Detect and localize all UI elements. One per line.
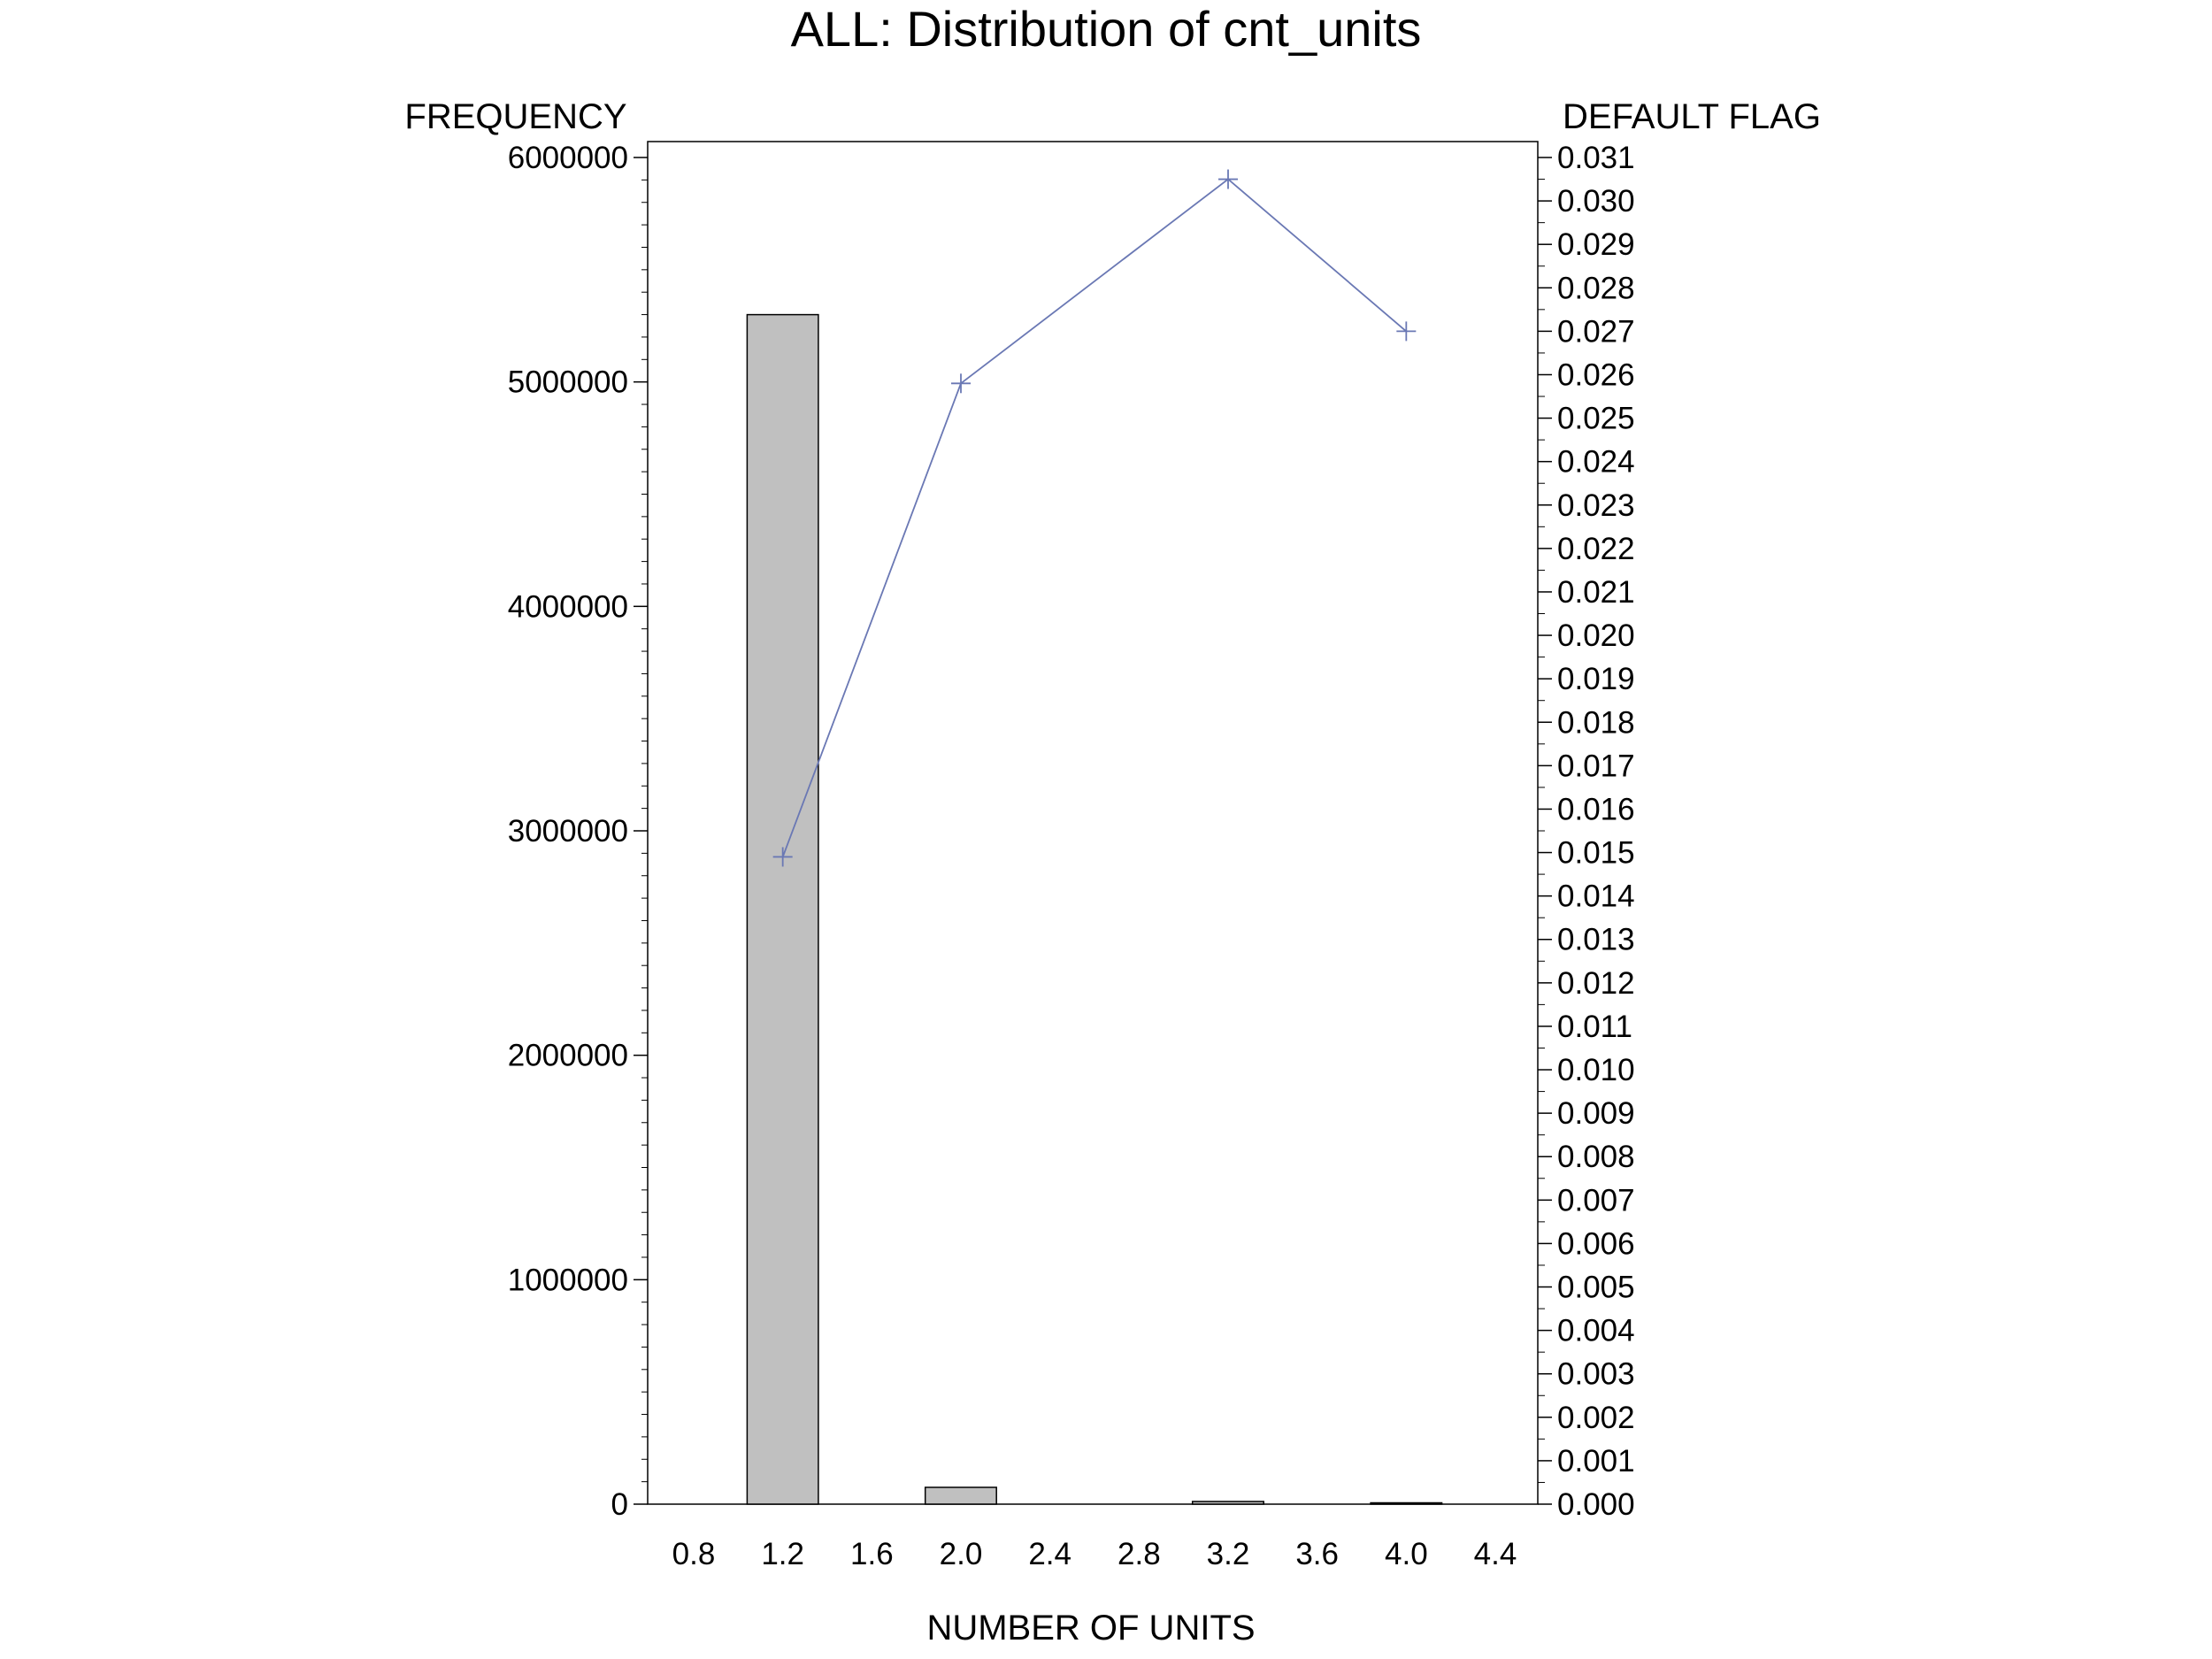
y-right-tick-label: 0.014	[1557, 879, 1635, 914]
plot-area: 0 1000000 2000000 3000000 4000000 5000000 6000…	[508, 141, 1635, 1571]
y-right-tick-label: 0.002	[1557, 1401, 1635, 1435]
bar	[924, 1486, 997, 1505]
x-tick-label: 0.8	[672, 1537, 716, 1571]
y-right-tick-label: 0.010	[1557, 1053, 1635, 1087]
y-left-tick-label: 5000000	[508, 365, 628, 400]
line-point-marker	[1218, 169, 1238, 189]
y-right-tick-label: 0.021	[1557, 575, 1635, 610]
line-point-marker	[772, 847, 793, 867]
x-axis-label: NUMBER OF UNITS	[926, 1609, 1255, 1647]
y-right-tick-label: 0.006	[1557, 1226, 1635, 1261]
y-right-tick-label: 0.001	[1557, 1444, 1635, 1479]
y-right-tick-label: 0.004	[1557, 1314, 1635, 1348]
y-right-tick-label: 0.013	[1557, 923, 1635, 957]
x-tick-label: 4.4	[1474, 1537, 1517, 1571]
x-tick-label: 2.8	[1118, 1537, 1161, 1571]
y-right-tick-label: 0.016	[1557, 792, 1635, 826]
y-left-tick-label: 3000000	[508, 814, 628, 849]
y-right-tick-label: 0.025	[1557, 402, 1635, 436]
y-right-tick-label: 0.029	[1557, 227, 1635, 262]
y-right-tick-label: 0.000	[1557, 1487, 1635, 1522]
line-point-marker	[1396, 321, 1417, 342]
bar	[1370, 1502, 1443, 1505]
x-tick-label: 2.0	[940, 1537, 983, 1571]
y-right-tick-label: 0.003	[1557, 1357, 1635, 1392]
y-right-tick-label: 0.005	[1557, 1271, 1635, 1305]
y-right-tick-label: 0.024	[1557, 445, 1635, 480]
y-right-tick-label: 0.008	[1557, 1140, 1635, 1174]
x-tick-label: 1.6	[850, 1537, 894, 1571]
y-right-tick-label: 0.018	[1557, 705, 1635, 740]
x-tick-label: 3.6	[1295, 1537, 1339, 1571]
y-right-tick-label: 0.027	[1557, 314, 1635, 349]
y-right-tick-label: 0.031	[1557, 141, 1635, 175]
y-left-tick-label: 1000000	[508, 1263, 628, 1297]
plot-frame	[647, 141, 1539, 1505]
y-right-tick-label: 0.026	[1557, 357, 1635, 392]
chart-title: ALL: Distribution of cnt_units	[791, 1, 1422, 57]
y-left-tick-label: 4000000	[508, 589, 628, 624]
y-left-tick-label: 2000000	[508, 1039, 628, 1073]
default-flag-line	[781, 178, 1407, 857]
y-left-tick-label: 0	[611, 1487, 628, 1522]
bar	[746, 313, 819, 1505]
x-tick-label: 4.0	[1385, 1537, 1428, 1571]
y-axis-left-label: FREQUENCY	[404, 97, 626, 136]
y-right-tick-label: 0.009	[1557, 1096, 1635, 1131]
y-right-tick-label: 0.012	[1557, 966, 1635, 1001]
y-right-tick-label: 0.019	[1557, 662, 1635, 696]
y-right-tick-label: 0.007	[1557, 1183, 1635, 1217]
y-right-tick-label: 0.023	[1557, 488, 1635, 523]
y-axis-right-label: DEFAULT FLAG	[1563, 97, 1821, 136]
bar	[1191, 1501, 1264, 1505]
x-tick-label: 2.4	[1028, 1537, 1071, 1571]
y-right-tick-label: 0.022	[1557, 532, 1635, 566]
line-point-marker	[951, 373, 971, 394]
y-right-tick-label: 0.017	[1557, 749, 1635, 783]
x-tick-label: 3.2	[1207, 1537, 1250, 1571]
y-left-tick-label: 6000000	[508, 141, 628, 175]
y-right-tick-label: 0.015	[1557, 836, 1635, 871]
y-right-tick-label: 0.011	[1557, 1010, 1632, 1044]
y-right-tick-label: 0.020	[1557, 618, 1635, 653]
x-tick-label: 1.2	[761, 1537, 804, 1571]
y-right-tick-label: 0.028	[1557, 271, 1635, 305]
y-right-tick-label: 0.030	[1557, 184, 1635, 219]
